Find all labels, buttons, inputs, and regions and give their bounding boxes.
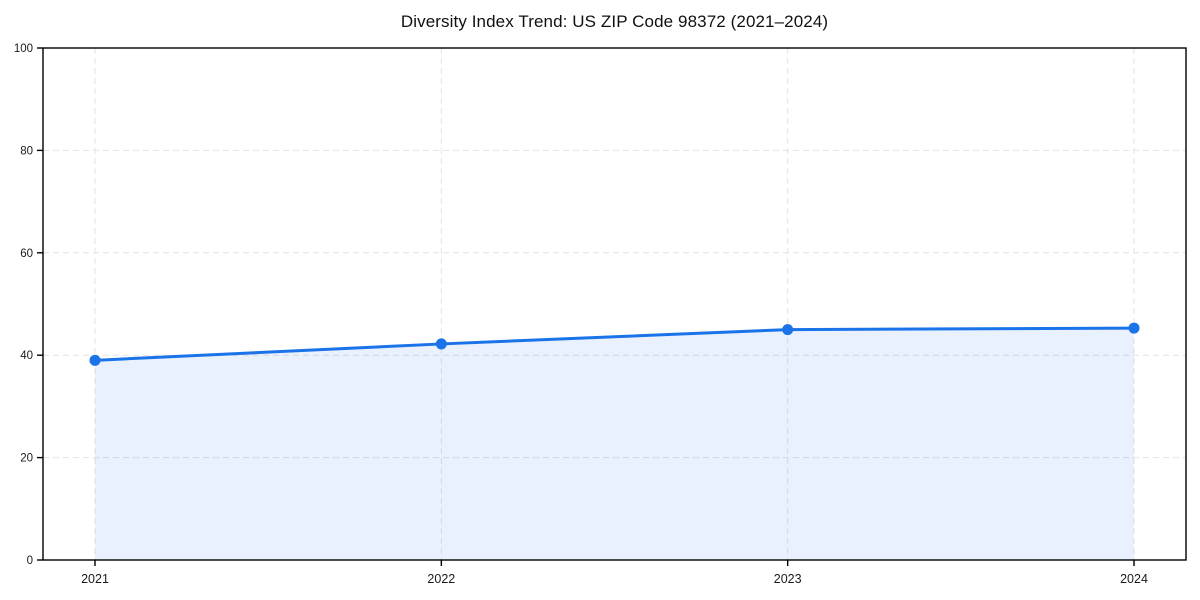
x-tick-label: 2023 [774,572,802,586]
y-tick-label: 100 [14,43,33,55]
x-tick-label: 2021 [81,572,109,586]
trend-line [93,326,1136,362]
y-tick-label: 40 [20,350,33,362]
x-tick-label: 2024 [1120,572,1148,586]
plot-border [42,47,1187,561]
chart-title: Diversity Index Trend: US ZIP Code 98372… [400,12,829,31]
data-point-marker [435,338,447,350]
data-point-marker [782,324,794,336]
y-tick-label: 60 [20,248,33,260]
y-tick-label: 20 [20,453,33,465]
x-tick-label: 2022 [427,572,455,586]
data-point-marker [89,354,101,366]
y-tick-label: 80 [20,145,33,157]
area-fill [95,328,1134,560]
y-tick-label: 0 [27,555,33,567]
data-point-marker [1128,322,1140,334]
